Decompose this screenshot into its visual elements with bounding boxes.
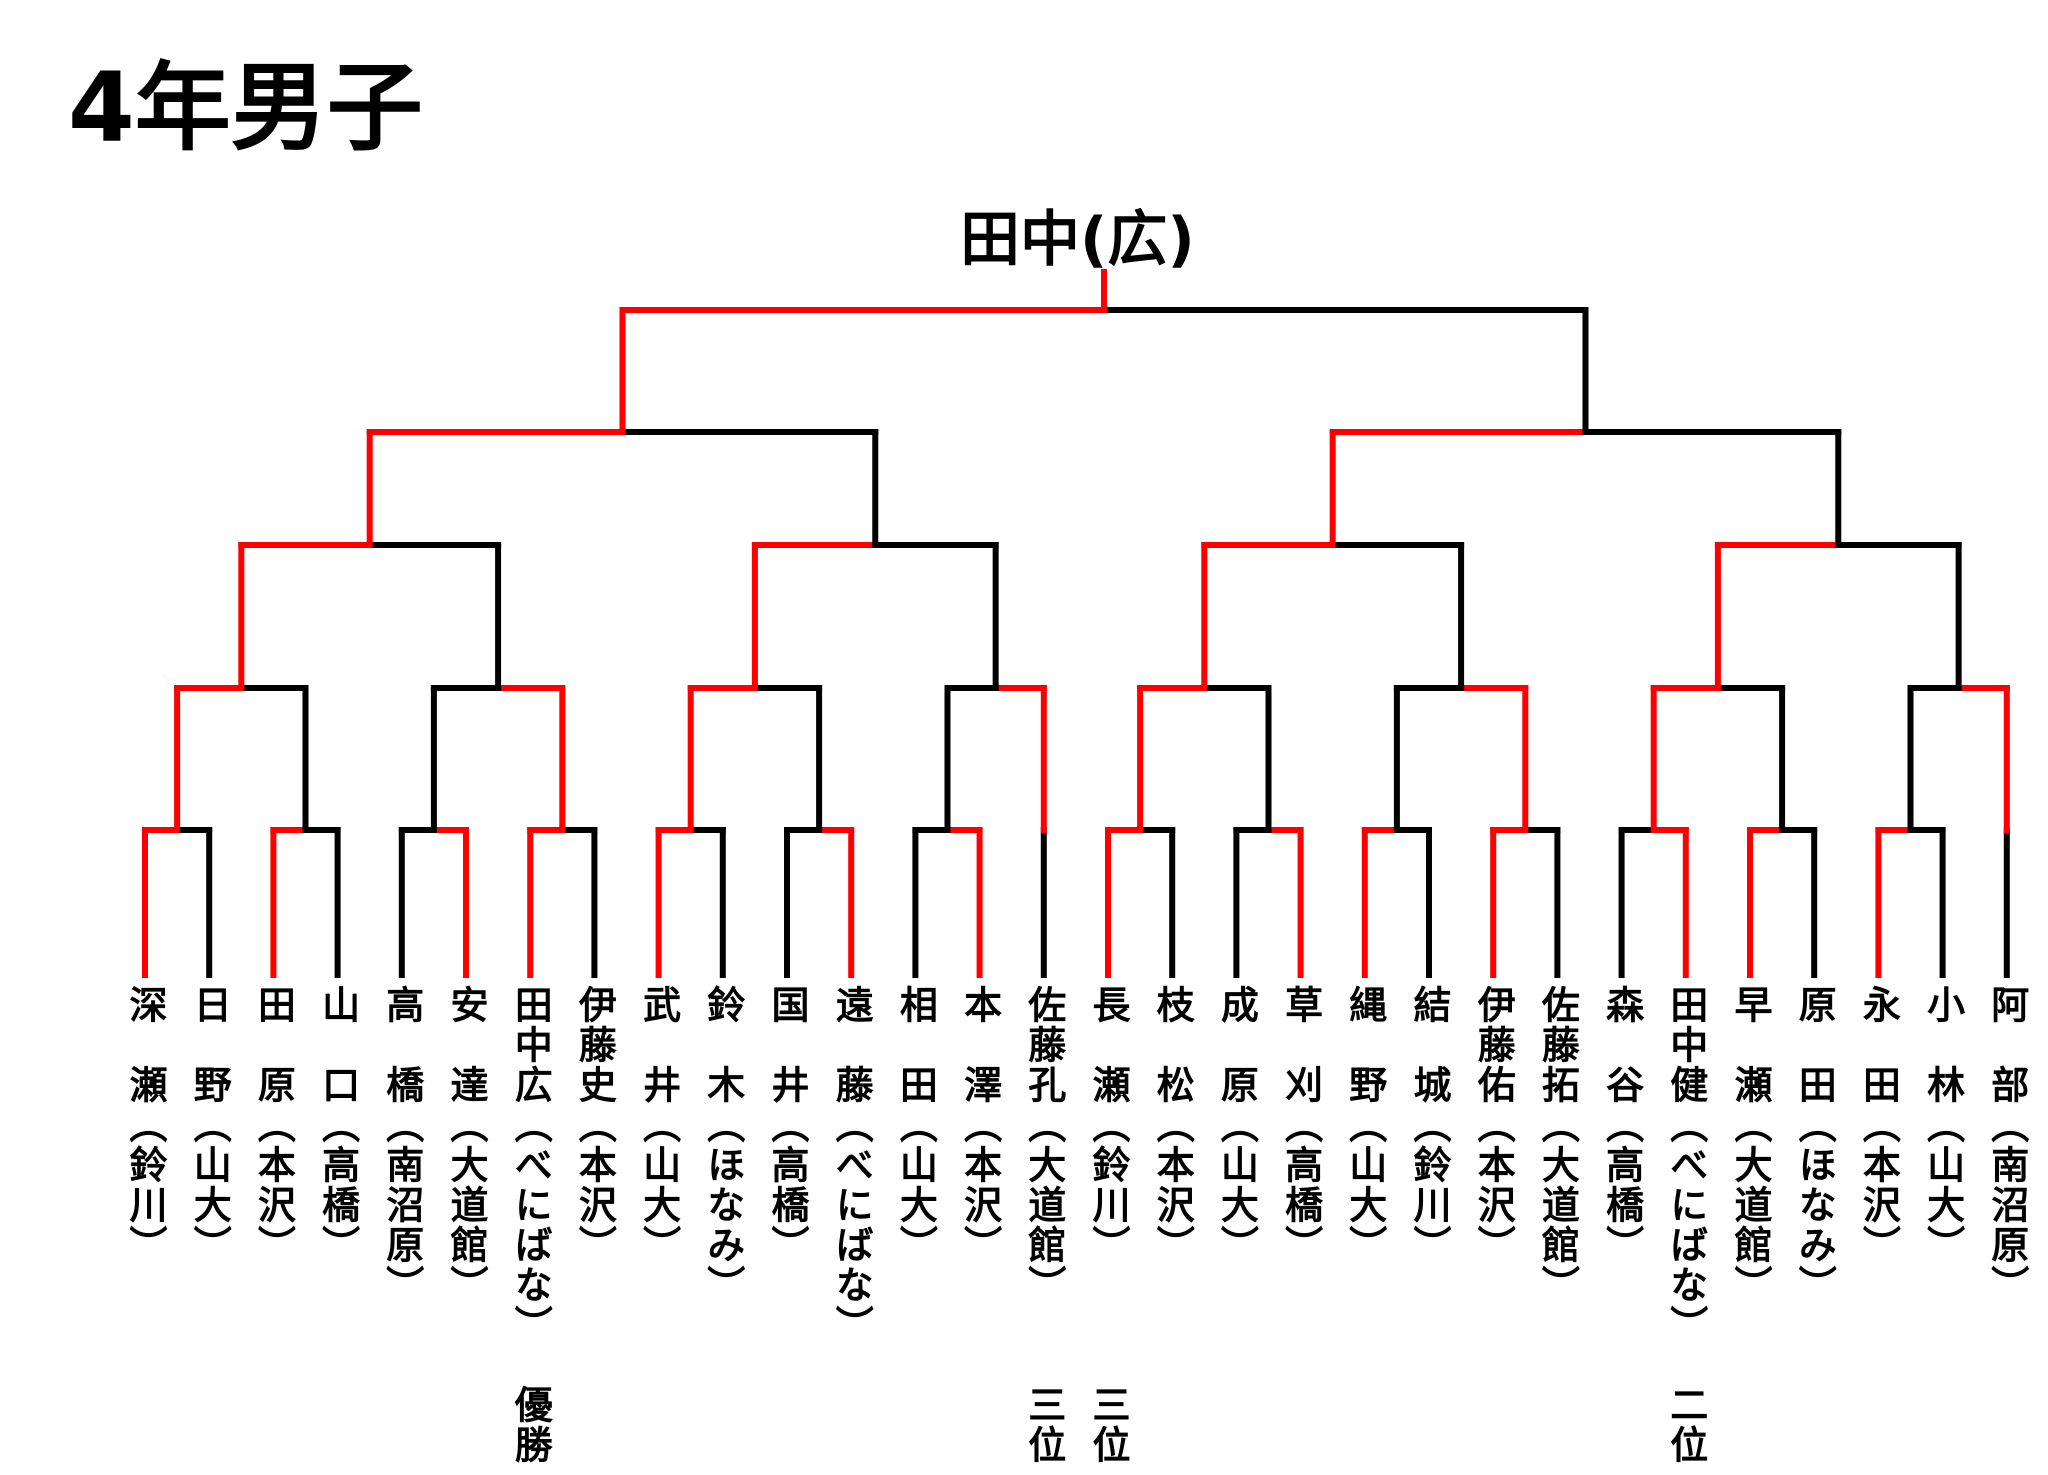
entrant-label: 早 瀬（大道館） xyxy=(1728,985,1772,1305)
entrant-label: 縄 野（山大） xyxy=(1342,985,1387,1265)
entrant-label: 永 田（本沢） xyxy=(1856,985,1901,1265)
entrant-label: 長 瀬（鈴川） xyxy=(1086,985,1130,1265)
entrant-label: 原 田（ほなみ） xyxy=(1792,985,1837,1305)
entrant-result: 三位 xyxy=(1021,1385,1066,1465)
page-title: 4年男子 xyxy=(68,52,423,164)
entrant-label: 成 原（山大） xyxy=(1214,985,1259,1265)
entrant-label: 佐藤孔（大道館） xyxy=(1021,985,1066,1305)
entrant-result: 三位 xyxy=(1086,1385,1130,1465)
entrant-label: 鈴 木（ほなみ） xyxy=(700,985,745,1305)
entrant-result: 二位 xyxy=(1663,1385,1708,1465)
entrant-label: 田中広（べにばな） xyxy=(508,985,553,1345)
entrant-result: 優勝 xyxy=(508,1385,553,1465)
entrant-label: 佐藤拓（大道館） xyxy=(1535,985,1580,1305)
entrant-label: 安 達（大道館） xyxy=(444,985,488,1305)
entrant-label: 遠 藤（べにばな） xyxy=(829,985,874,1345)
entrant-label: 森 谷（高橋） xyxy=(1599,985,1644,1265)
entrant-label: 伊藤史（本沢） xyxy=(572,985,617,1265)
entrant-label: 日 野（山大） xyxy=(187,985,232,1265)
entrant-label: 高 橋（南沼原） xyxy=(379,985,424,1305)
entrant-label: 阿 部（南沼原） xyxy=(1984,985,2029,1305)
entrant-label: 田 原（本沢） xyxy=(251,985,296,1265)
champion-label: 田中(広) xyxy=(960,205,1195,275)
entrant-label: 武 井（山大） xyxy=(636,985,681,1265)
entrant-label: 結 城（鈴川） xyxy=(1407,985,1451,1265)
entrant-label: 深 瀬（鈴川） xyxy=(123,985,167,1265)
entrant-label: 伊藤佑（本沢） xyxy=(1471,985,1516,1265)
entrant-label: 山 口（高橋） xyxy=(315,985,360,1265)
entrant-label: 国 井（高橋） xyxy=(765,985,809,1265)
entrant-label: 小 林（山大） xyxy=(1920,985,1965,1265)
entrant-label: 田中健（べにばな） xyxy=(1663,985,1708,1345)
entrant-label: 相 田（山大） xyxy=(893,985,938,1265)
entrant-label: 草 刈（高橋） xyxy=(1278,985,1323,1265)
entrant-label: 本 澤（本沢） xyxy=(957,985,1002,1265)
entrant-label: 枝 松（本沢） xyxy=(1150,985,1195,1265)
